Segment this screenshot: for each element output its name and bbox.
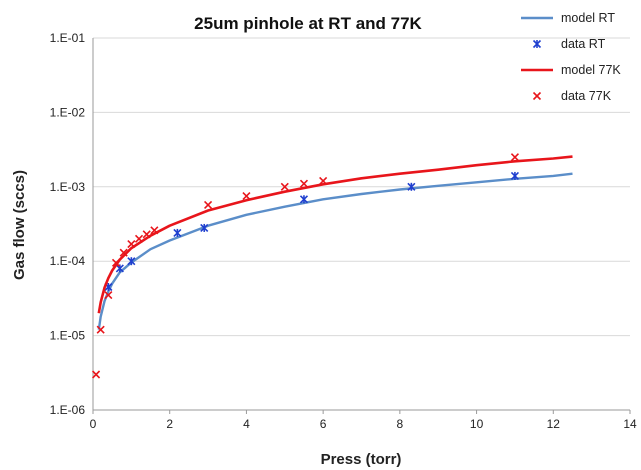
legend-item-data-77k: data 77K: [532, 89, 612, 103]
legend-label: data RT: [561, 37, 606, 51]
x-tick-label: 14: [623, 417, 637, 431]
legend-label: model RT: [561, 11, 615, 25]
legend-item-model-77k: model 77K: [521, 63, 621, 77]
data-point: [280, 182, 289, 191]
y-tick-label: 1.E-02: [50, 105, 86, 119]
data-point: [134, 234, 144, 243]
marker-stroke: [532, 91, 542, 101]
marker-stroke: [204, 200, 213, 210]
x-tick-label: 12: [547, 417, 561, 431]
x-tick-label: 8: [397, 417, 404, 431]
data-point: [173, 228, 182, 237]
marker-stroke: [127, 239, 136, 249]
y-axis-title: Gas flow (sccs): [11, 170, 28, 280]
series-model-77k-line: [97, 155, 573, 314]
y-tick-label: 1.E-03: [50, 180, 86, 194]
legend: model RT data RT model 77K data 77K: [521, 11, 621, 103]
data-point: [510, 153, 519, 162]
legend-item-model-rt: model RT: [521, 11, 615, 25]
marker-stroke: [299, 179, 309, 188]
marker-stroke: [142, 230, 151, 239]
grid-lines: [93, 37, 630, 337]
data-point: [510, 171, 519, 180]
x-tick-label: 10: [470, 417, 484, 431]
data-point: [92, 370, 101, 379]
legend-item-data-rt: data RT: [532, 37, 606, 51]
x-tick-label: 4: [243, 417, 250, 431]
x-tick-label: 6: [320, 417, 327, 431]
y-tick-label: 1.E-06: [50, 403, 86, 417]
marker-stroke: [280, 182, 289, 191]
marker-stroke: [319, 176, 328, 185]
data-point: [119, 248, 128, 257]
marker-stroke: [111, 258, 121, 267]
y-tick-label: 1.E-01: [50, 31, 86, 45]
series-data-77k: [92, 153, 519, 379]
data-point: [407, 182, 416, 191]
data-point: [127, 257, 136, 266]
data-point: [299, 195, 309, 204]
data-point: [96, 325, 105, 334]
data-point: [319, 176, 328, 185]
legend-label: data 77K: [561, 89, 612, 103]
marker-stroke: [96, 325, 105, 334]
plot-area: [92, 153, 573, 379]
data-point: [299, 179, 309, 188]
y-tick-label: 1.E-05: [50, 329, 86, 343]
legend-swatch: [532, 39, 542, 49]
x-tick-label: 0: [90, 417, 97, 431]
marker-stroke: [242, 192, 251, 201]
marker-stroke: [150, 226, 159, 235]
x-axis-title: Press (torr): [321, 451, 402, 468]
data-point: [104, 291, 113, 300]
legend-label: model 77K: [561, 63, 621, 77]
data-point: [111, 258, 121, 267]
marker-stroke: [104, 291, 113, 300]
x-tick-label: 2: [166, 417, 173, 431]
marker-stroke: [92, 370, 101, 379]
series-data-rt: [104, 171, 519, 292]
series-model-rt-line: [97, 172, 573, 330]
data-point: [242, 192, 251, 201]
marker-stroke: [510, 153, 519, 162]
data-point: [204, 200, 213, 210]
marker-stroke: [119, 248, 128, 257]
data-point: [200, 223, 209, 232]
data-point: [142, 230, 151, 239]
axes: 1.E-06 1.E-05 1.E-04 1.E-03 1.E-02 1.E-01 0 2 4 6…: [50, 31, 637, 431]
legend-swatch: [532, 91, 542, 101]
y-tick-label: 1.E-04: [50, 254, 86, 268]
data-point: [127, 239, 136, 249]
chart-title: 25um pinhole at RT and 77K: [194, 14, 422, 33]
marker-stroke: [134, 234, 144, 243]
data-point: [150, 226, 159, 235]
